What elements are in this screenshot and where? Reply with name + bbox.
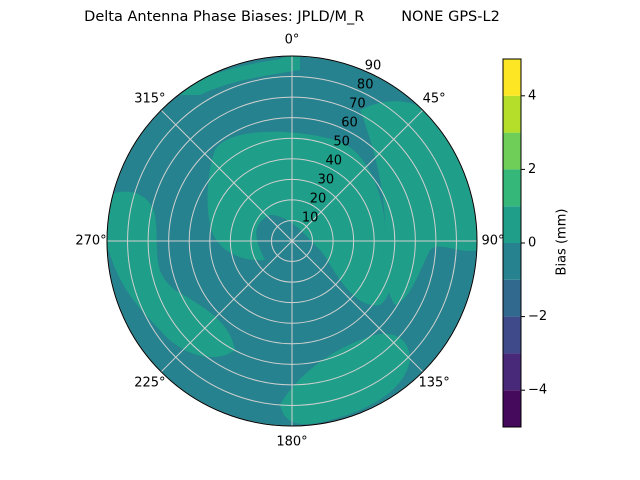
colorbar-band [503, 169, 521, 207]
colorbar-band [503, 316, 521, 354]
overlay: 10 20 30 40 50 60 70 80 90 0° 45° 90° 135° 180° 225° 27… [75, 33, 504, 450]
contour-region [207, 131, 391, 306]
contour-region [107, 191, 235, 358]
colorbar-label: Bias (mm) [555, 209, 570, 276]
colorbar-band [503, 95, 521, 133]
colorbar-band [503, 132, 521, 170]
colorbar-tick-label: −4 [528, 383, 547, 398]
theta-tick-label: 315° [134, 91, 165, 106]
colorbar-band [503, 243, 521, 280]
r-tick-label: 10 [302, 211, 319, 226]
theta-tick-label: 180° [276, 435, 307, 450]
colorbar-band [503, 390, 521, 427]
contour-region [360, 101, 477, 305]
r-tick-label: 30 [318, 173, 335, 188]
colorbar-band [503, 353, 521, 391]
chart-title: Delta Antenna Phase Biases: JPLD/M_R NON… [84, 9, 500, 25]
r-tick-label: 20 [310, 192, 327, 207]
r-tick-label: 50 [333, 135, 350, 150]
theta-tick-label: 225° [134, 376, 165, 391]
theta-tick-label: 45° [423, 91, 446, 106]
r-tick-label: 70 [349, 97, 366, 112]
theta-tick-label: 90° [481, 234, 504, 249]
r-tick-label: 90 [365, 59, 382, 74]
theta-tick-label: 135° [418, 376, 449, 391]
r-tick-label: 40 [325, 154, 342, 169]
grid-spoke [160, 109, 293, 242]
r-tick-label: 80 [357, 78, 374, 93]
theta-tick-label: 0° [285, 33, 300, 48]
grid-spoke [291, 109, 424, 242]
colorbar-band [503, 206, 521, 243]
grid-spoke [291, 240, 424, 373]
colorbar-tick-label: 0 [528, 236, 536, 251]
polar-frame [106, 55, 478, 427]
colorbar-band [503, 279, 521, 317]
colorbar-tick-label: 4 [528, 88, 536, 103]
theta-tick-label: 270° [75, 234, 106, 249]
colorbar-tick-label: −2 [528, 309, 547, 324]
grid-spoke [160, 240, 293, 373]
colorbar-band [503, 59, 521, 96]
r-tick-label: 60 [341, 116, 358, 131]
contour-region [175, 56, 300, 95]
colorbar-tick-label: 2 [528, 162, 536, 177]
